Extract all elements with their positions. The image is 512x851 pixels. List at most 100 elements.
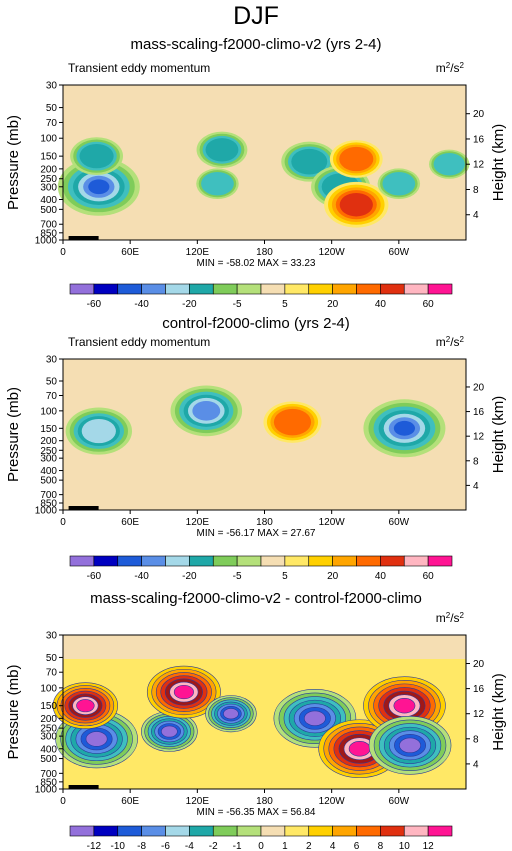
x-tick-label: 60W (389, 796, 410, 807)
y-tick-label: 50 (46, 653, 58, 664)
colorbar-swatch (69, 555, 95, 567)
y2-tick-label: 12 (473, 160, 485, 171)
colorbar-label: -20 (182, 571, 197, 582)
units-label: m2/s2 (436, 335, 465, 350)
colorbar-swatch (308, 283, 333, 295)
y2-tick-label: 16 (473, 684, 485, 695)
colorbar-swatch (356, 825, 381, 837)
x-tick-label: 0 (60, 796, 66, 807)
contour-feature (196, 168, 239, 200)
min-max-label: MIN = -56.17 MAX = 27.67 (197, 528, 316, 539)
colorbar-label: 60 (423, 571, 435, 582)
colorbar-swatch (356, 283, 381, 295)
contour-level (393, 697, 416, 714)
colorbar-swatch (236, 283, 262, 295)
y2-axis-label: Height (km) (490, 124, 507, 202)
colorbar-label: -4 (185, 841, 194, 851)
y2-tick-label: 8 (473, 456, 479, 467)
y-tick-label: 70 (46, 668, 58, 679)
colorbar-swatch (403, 825, 429, 837)
y-tick-label: 300 (40, 454, 57, 465)
colorbar-label: -12 (87, 841, 102, 851)
colorbar-swatch (117, 825, 142, 837)
panel-title: mass-scaling-f2000-climo-v2 - control-f2… (90, 590, 422, 607)
contour-level (161, 725, 178, 738)
contour-level (399, 737, 421, 754)
contour-level (81, 419, 116, 444)
contour-feature (363, 399, 446, 458)
colorbar-swatch (332, 555, 357, 567)
contour-feature (263, 401, 322, 443)
y2-tick-label: 8 (473, 734, 479, 745)
y-tick-label: 200 (40, 164, 57, 175)
colorbar-swatch (93, 283, 119, 295)
colorbar-swatch (260, 825, 286, 837)
colorbar: -12 -10 -8 -6 -4 -2 -1 0 1 2 4 6 8 10 12 (69, 825, 453, 851)
y2-tick-label: 16 (473, 407, 485, 418)
y-tick-label: 70 (46, 391, 58, 402)
y-tick-label: 850 (40, 777, 57, 788)
y-tick-label: 250 (40, 174, 57, 185)
colorbar-swatch (69, 283, 95, 295)
colorbar-swatch (284, 555, 310, 567)
colorbar-swatch (189, 555, 214, 567)
colorbar-swatch (69, 825, 95, 837)
y-axis-label: Pressure (mb) (5, 664, 22, 759)
y2-tick-label: 12 (473, 432, 485, 443)
y-tick-label: 30 (46, 631, 58, 642)
y-tick-label: 200 (40, 714, 57, 725)
contour-feature (141, 711, 198, 752)
colorbar-swatch (308, 555, 333, 567)
x-tick-label: 0 (60, 517, 66, 528)
x-tick-label: 120W (319, 796, 346, 807)
colorbar-swatch (308, 825, 333, 837)
plot-background (63, 85, 466, 240)
x-tick-label: 60E (121, 517, 139, 528)
colorbar-label: 4 (330, 841, 336, 851)
panel-subtitle: Transient eddy momentum (68, 335, 210, 349)
y-tick-label: 250 (40, 446, 57, 457)
colorbar: -60 -40 -20 -5 5 20 40 60 (69, 555, 453, 582)
contour-feature (57, 157, 140, 216)
contour-level (76, 699, 95, 713)
contour-feature (65, 407, 133, 455)
colorbar-swatch (117, 555, 142, 567)
x-tick-label: 120E (186, 517, 210, 528)
contour-level (85, 731, 108, 747)
y-tick-label: 300 (40, 182, 57, 193)
y2-tick-label: 20 (473, 659, 485, 670)
y-tick-label: 850 (40, 228, 57, 239)
colorbar-label: -20 (182, 299, 197, 310)
y2-tick-label: 4 (473, 210, 479, 221)
colorbar-swatch (284, 825, 310, 837)
y-tick-label: 200 (40, 436, 57, 447)
colorbar-label: -5 (233, 299, 242, 310)
colorbar: -60 -40 -20 -5 5 20 40 60 (69, 283, 453, 310)
y-tick-label: 700 (40, 220, 57, 231)
colorbar-swatch (380, 555, 405, 567)
y-tick-label: 700 (40, 769, 57, 780)
contour-level (79, 143, 114, 169)
x-tick-label: 60E (121, 796, 139, 807)
colorbar-swatch (93, 825, 119, 837)
y2-tick-label: 20 (473, 109, 485, 120)
min-max-label: MIN = -58.02 MAX = 33.23 (197, 258, 316, 269)
y-tick-label: 1000 (35, 506, 58, 517)
figure-title: DJF (233, 2, 279, 30)
colorbar-swatch (212, 283, 238, 295)
topography (68, 506, 99, 510)
colorbar-label: 0 (258, 841, 264, 851)
contour-feature (429, 149, 470, 179)
panel-2: control-f2000-climo (yrs 2-4) Transient e… (5, 315, 507, 582)
y-tick-label: 100 (40, 683, 57, 694)
x-tick-label: 180 (256, 517, 273, 528)
y2-tick-label: 4 (473, 481, 479, 492)
colorbar-swatch (189, 825, 214, 837)
colorbar-swatch (284, 283, 310, 295)
contour-feature (324, 181, 389, 228)
x-tick-label: 180 (256, 247, 273, 258)
contour-level (223, 708, 239, 720)
colorbar-label: 6 (354, 841, 360, 851)
y-tick-label: 1000 (35, 785, 58, 796)
